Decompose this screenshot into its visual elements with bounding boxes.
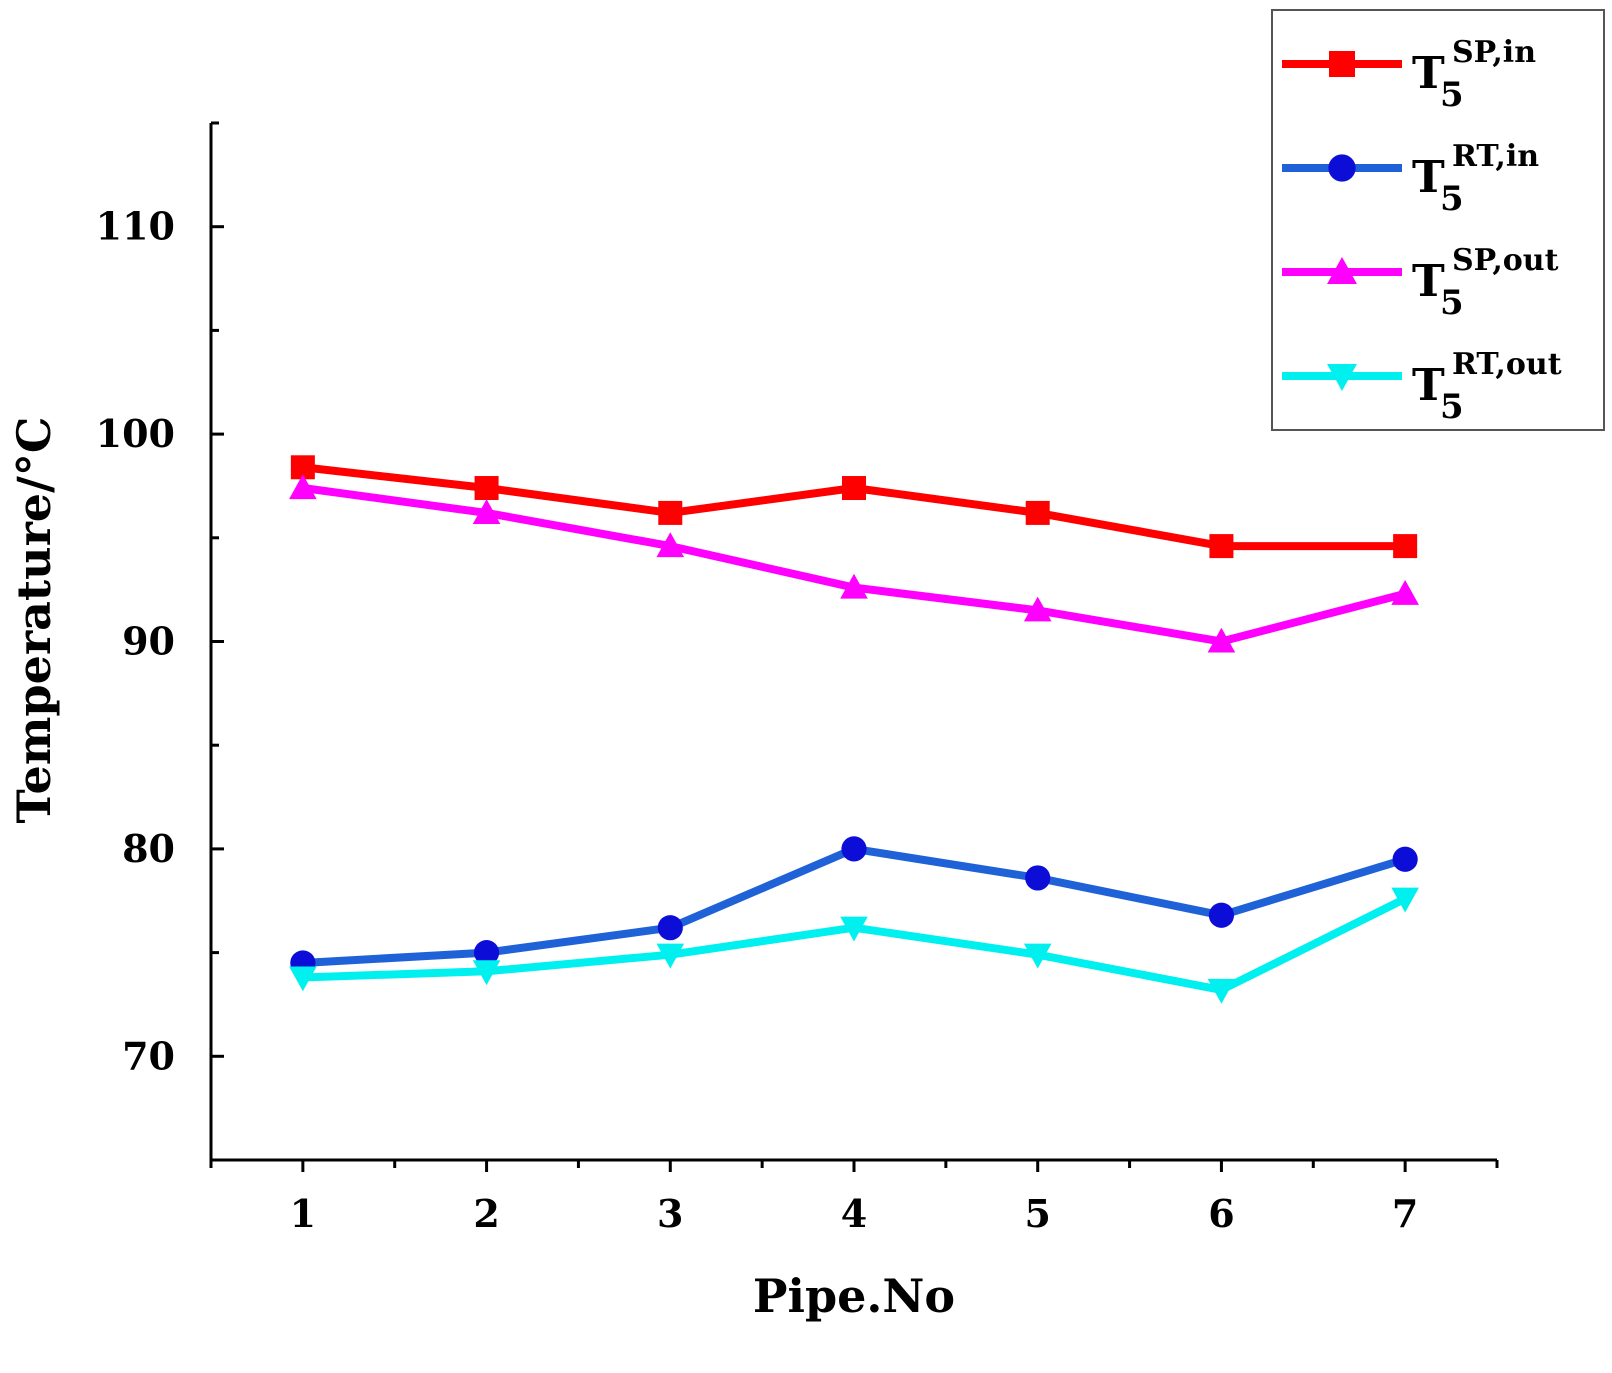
data-point-sp_out xyxy=(289,474,317,500)
x-tick-label: 1 xyxy=(290,1191,316,1236)
x-axis-title: Pipe.No xyxy=(753,1269,955,1323)
legend-label-sup: SP,in xyxy=(1452,35,1536,70)
legend-label-sub: 5 xyxy=(1440,75,1464,115)
data-point-sp_in xyxy=(1025,500,1050,525)
data-point-rt_in xyxy=(1025,865,1051,891)
y-ticks: 70 80 90 100 110 xyxy=(96,121,224,1162)
legend-item-rt_out: T RT,out 5 xyxy=(1282,347,1562,427)
data-point-rt_in xyxy=(657,915,683,941)
data-point-rt_out xyxy=(1023,943,1052,969)
data-point-sp_out xyxy=(1023,596,1052,622)
series-sp_in xyxy=(290,455,1418,559)
data-point-sp_in xyxy=(1209,534,1234,559)
data-point-rt_in xyxy=(1208,902,1235,928)
data-point-sp_in xyxy=(474,476,499,501)
data-point-sp_out xyxy=(656,532,685,558)
data-point-rt_out xyxy=(289,966,317,992)
legend-item-sp_out: T SP,out 5 xyxy=(1282,243,1559,323)
legend-label-sup: SP,out xyxy=(1452,243,1559,278)
series-line-sp_out xyxy=(302,484,1407,646)
y-tick-label: 70 xyxy=(122,1033,175,1078)
y-tick-label: 100 xyxy=(96,411,175,456)
series-line-rt_in xyxy=(302,844,1407,967)
legend-label-sub: 5 xyxy=(1440,179,1464,219)
x-tick-label: 3 xyxy=(657,1191,683,1236)
legend-label-base: T xyxy=(1412,152,1445,203)
data-point-sp_in xyxy=(842,476,866,501)
legend-label-sup: RT,in xyxy=(1452,139,1539,174)
data-point-rt_out xyxy=(472,960,501,986)
data-point-sp_out xyxy=(1207,627,1236,653)
data-point-rt_out xyxy=(1207,978,1236,1004)
x-tick-label: 7 xyxy=(1392,1191,1418,1236)
legend-label-sub: 5 xyxy=(1440,387,1464,427)
x-tick-label: 2 xyxy=(473,1191,499,1236)
data-point-rt_in xyxy=(841,836,867,862)
y-tick-label: 90 xyxy=(122,619,175,664)
legend-marker-sp_in xyxy=(1329,51,1355,77)
legend-label-sub: 5 xyxy=(1440,283,1464,323)
series-sp_out xyxy=(289,474,1419,653)
x-tick-label: 4 xyxy=(841,1191,867,1236)
legend-marker-rt_in xyxy=(1328,154,1356,182)
y-tick-label: 110 xyxy=(96,204,175,249)
legend-label-base: T xyxy=(1412,48,1445,99)
legend-item-sp_in: T SP,in 5 xyxy=(1282,35,1536,115)
legend-label-sup: RT,out xyxy=(1452,347,1562,382)
legend-marker-sp_out xyxy=(1327,257,1357,284)
series-layer xyxy=(289,455,1419,1004)
legend-item-rt_in: T RT,in 5 xyxy=(1282,139,1539,219)
x-tick-label: 6 xyxy=(1208,1191,1234,1236)
legend-box xyxy=(1271,9,1605,431)
y-axis-title: Temperature/°C xyxy=(7,417,61,824)
legend-label-base: T xyxy=(1412,256,1445,307)
data-point-rt_in xyxy=(473,940,500,966)
legend-label-base: T xyxy=(1412,360,1445,411)
series-rt_in xyxy=(290,836,1418,976)
data-point-rt_out xyxy=(840,916,868,942)
data-point-sp_in xyxy=(658,500,683,525)
x-tick-label: 5 xyxy=(1024,1191,1050,1236)
legend-marker-rt_out xyxy=(1327,364,1357,391)
x-ticks: 1 2 3 4 5 6 7 xyxy=(209,1160,1499,1236)
data-point-sp_in xyxy=(1393,534,1418,559)
series-rt_out xyxy=(289,887,1419,1004)
data-point-sp_out xyxy=(1391,579,1419,605)
y-tick-label: 80 xyxy=(122,826,175,871)
data-point-sp_out xyxy=(840,573,868,599)
data-point-rt_out xyxy=(656,943,685,969)
data-point-sp_out xyxy=(472,499,501,524)
data-point-rt_in xyxy=(1392,846,1418,872)
data-point-rt_out xyxy=(1391,887,1419,913)
